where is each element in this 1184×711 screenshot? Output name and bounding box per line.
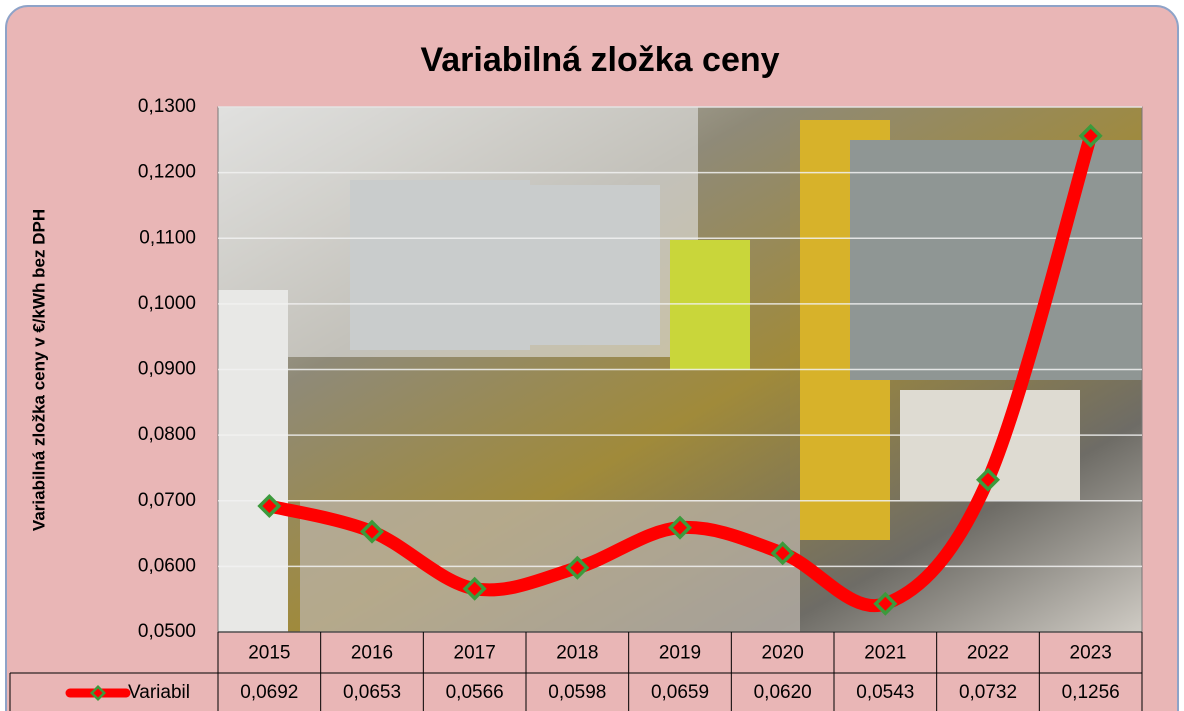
marker — [770, 541, 795, 566]
table-value: 0,0692 — [240, 682, 298, 703]
marker-inner — [365, 524, 379, 539]
marker — [1078, 123, 1103, 148]
marker — [462, 576, 487, 601]
x-tick-label: 2016 — [351, 643, 393, 664]
table-value: 0,0620 — [754, 682, 812, 703]
x-tick-label: 2018 — [556, 643, 598, 664]
marker-inner — [775, 546, 790, 561]
x-tick-label: 2022 — [967, 643, 1009, 664]
y-tick-label: 0,0800 — [138, 424, 196, 445]
y-tick-label: 0,1300 — [138, 96, 196, 117]
x-tick-label: 2019 — [659, 643, 701, 664]
y-tick-label: 0,0500 — [138, 621, 196, 642]
table-value: 0,0659 — [651, 682, 709, 703]
marker-inner — [673, 520, 687, 535]
marker-inner — [981, 472, 995, 487]
marker-inner — [262, 499, 277, 513]
marker — [360, 519, 384, 544]
x-tick-label: 2020 — [762, 643, 804, 664]
marker-inner — [467, 581, 482, 596]
marker-inner — [878, 596, 893, 611]
y-tick-label: 0,0900 — [138, 359, 196, 380]
legend-label: Variabil — [128, 682, 190, 703]
marker — [257, 494, 282, 518]
x-tick-label: 2023 — [1070, 643, 1112, 664]
marker-inner — [570, 560, 585, 575]
table-value: 0,1256 — [1062, 682, 1120, 703]
x-tick-label: 2021 — [864, 643, 906, 664]
marker — [668, 515, 692, 540]
table-value: 0,0543 — [856, 682, 914, 703]
marker — [873, 591, 898, 616]
y-tick-label: 0,1100 — [139, 227, 196, 248]
x-tick-label: 2017 — [454, 643, 496, 664]
y-tick-label: 0,0700 — [138, 490, 196, 511]
marker — [565, 555, 590, 580]
y-axis-label: Variabilná zložka ceny v €/kWh bez DPH — [29, 209, 48, 531]
table-value: 0,0598 — [548, 682, 606, 703]
y-tick-label: 0,1200 — [138, 162, 196, 183]
marker — [976, 467, 1000, 492]
table-value: 0,0566 — [446, 682, 504, 703]
legend-marker-inner — [93, 688, 103, 698]
table-value: 0,0732 — [959, 682, 1017, 703]
x-tick-label: 2015 — [248, 643, 290, 664]
chart-title: Variabilná zložka ceny — [420, 41, 779, 79]
marker-inner — [1083, 128, 1098, 143]
y-tick-label: 0,0600 — [138, 555, 196, 576]
table-value: 0,0653 — [343, 682, 401, 703]
y-tick-label: 0,1000 — [138, 293, 196, 314]
